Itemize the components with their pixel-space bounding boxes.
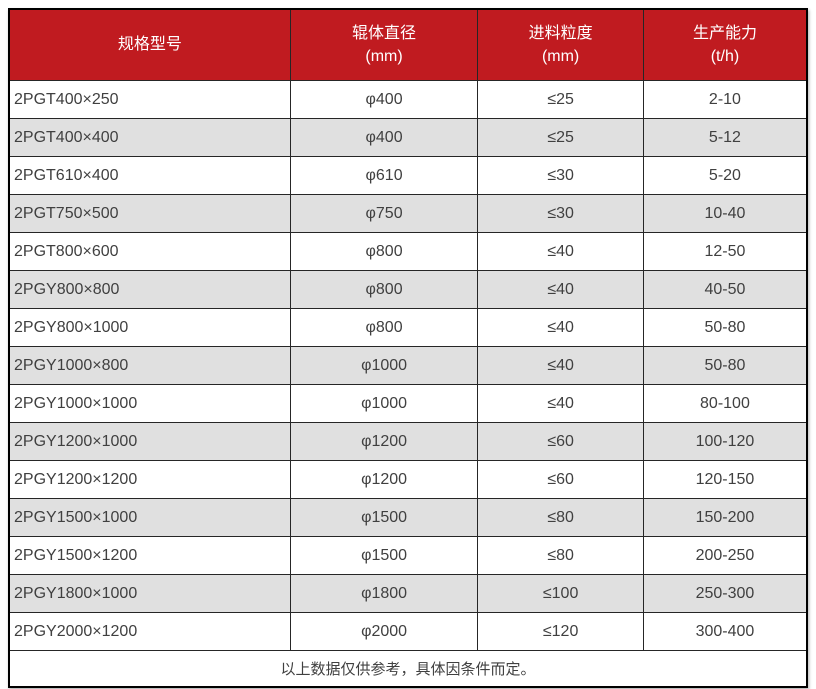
table-row: 2PGY1000×1000 φ1000 ≤40 80-100 <box>8 384 808 423</box>
column-header-feed-size-unit: (mm) <box>541 48 580 65</box>
cell-capacity: 12-50 <box>642 232 808 271</box>
column-header-roller-diameter-label: 辊体直径 <box>352 25 417 42</box>
cell-feed-size: ≤40 <box>477 346 644 385</box>
cell-roller-diameter: φ1000 <box>289 384 479 423</box>
column-header-feed-size: 进料粒度 (mm) <box>477 8 644 81</box>
header-row: 规格型号 辊体直径 (mm) 进料粒度 (mm) 生产能力 (t/h) <box>8 8 808 81</box>
cell-model: 2PGT400×250 <box>8 80 291 119</box>
cell-model: 2PGY2000×1200 <box>8 612 291 651</box>
column-header-feed-size-label: 进料粒度 <box>528 25 593 42</box>
table-footnote: 以上数据仅供参考，具体因条件而定。 <box>8 650 808 688</box>
cell-capacity: 200-250 <box>642 536 808 575</box>
cell-roller-diameter: φ2000 <box>289 612 479 651</box>
table-row: 2PGT750×500 φ750 ≤30 10-40 <box>8 194 808 233</box>
column-header-model: 规格型号 <box>8 8 291 81</box>
cell-model: 2PGY800×1000 <box>8 308 291 347</box>
cell-feed-size: ≤120 <box>477 612 644 651</box>
cell-roller-diameter: φ1000 <box>289 346 479 385</box>
cell-model: 2PGY1200×1000 <box>8 422 291 461</box>
table-row: 2PGY1500×1200 φ1500 ≤80 200-250 <box>8 536 808 575</box>
cell-feed-size: ≤80 <box>477 536 644 575</box>
cell-model: 2PGY1500×1000 <box>8 498 291 537</box>
cell-model: 2PGY1000×800 <box>8 346 291 385</box>
footnote-row: 以上数据仅供参考，具体因条件而定。 <box>8 650 808 688</box>
cell-feed-size: ≤40 <box>477 308 644 347</box>
column-header-roller-diameter: 辊体直径 (mm) <box>289 8 479 81</box>
table-row: 2PGY800×1000 φ800 ≤40 50-80 <box>8 308 808 347</box>
cell-roller-diameter: φ610 <box>289 156 479 195</box>
column-header-capacity-unit: (t/h) <box>710 48 740 65</box>
table-row: 2PGY2000×1200 φ2000 ≤120 300-400 <box>8 612 808 651</box>
cell-capacity: 120-150 <box>642 460 808 499</box>
cell-capacity: 100-120 <box>642 422 808 461</box>
cell-feed-size: ≤80 <box>477 498 644 537</box>
cell-capacity: 250-300 <box>642 574 808 613</box>
cell-feed-size: ≤40 <box>477 270 644 309</box>
cell-feed-size: ≤40 <box>477 232 644 271</box>
cell-feed-size: ≤25 <box>477 118 644 157</box>
table-row: 2PGT610×400 φ610 ≤30 5-20 <box>8 156 808 195</box>
cell-capacity: 300-400 <box>642 612 808 651</box>
column-header-capacity: 生产能力 (t/h) <box>642 8 808 81</box>
cell-roller-diameter: φ1500 <box>289 498 479 537</box>
cell-roller-diameter: φ800 <box>289 232 479 271</box>
table-row: 2PGT400×250 φ400 ≤25 2-10 <box>8 80 808 119</box>
cell-capacity: 5-12 <box>642 118 808 157</box>
cell-capacity: 5-20 <box>642 156 808 195</box>
cell-capacity: 50-80 <box>642 346 808 385</box>
cell-model: 2PGY1200×1200 <box>8 460 291 499</box>
cell-feed-size: ≤30 <box>477 194 644 233</box>
table-row: 2PGY800×800 φ800 ≤40 40-50 <box>8 270 808 309</box>
table-row: 2PGT400×400 φ400 ≤25 5-12 <box>8 118 808 157</box>
table-row: 2PGY1200×1000 φ1200 ≤60 100-120 <box>8 422 808 461</box>
cell-model: 2PGY800×800 <box>8 270 291 309</box>
spec-table: 规格型号 辊体直径 (mm) 进料粒度 (mm) 生产能力 (t/h) 2PGT… <box>8 8 808 688</box>
cell-capacity: 50-80 <box>642 308 808 347</box>
cell-feed-size: ≤100 <box>477 574 644 613</box>
cell-capacity: 2-10 <box>642 80 808 119</box>
table-footer: 以上数据仅供参考，具体因条件而定。 <box>8 650 808 688</box>
cell-model: 2PGY1800×1000 <box>8 574 291 613</box>
cell-roller-diameter: φ800 <box>289 308 479 347</box>
cell-roller-diameter: φ1500 <box>289 536 479 575</box>
column-header-capacity-label: 生产能力 <box>692 25 757 42</box>
cell-roller-diameter: φ1800 <box>289 574 479 613</box>
cell-model: 2PGT750×500 <box>8 194 291 233</box>
cell-roller-diameter: φ800 <box>289 270 479 309</box>
cell-feed-size: ≤40 <box>477 384 644 423</box>
cell-model: 2PGT400×400 <box>8 118 291 157</box>
cell-roller-diameter: φ400 <box>289 80 479 119</box>
cell-capacity: 80-100 <box>642 384 808 423</box>
table-body: 2PGT400×250 φ400 ≤25 2-10 2PGT400×400 φ400 ≤25… <box>8 80 808 651</box>
cell-model: 2PGT610×400 <box>8 156 291 195</box>
cell-model: 2PGY1500×1200 <box>8 536 291 575</box>
cell-roller-diameter: φ1200 <box>289 460 479 499</box>
cell-feed-size: ≤25 <box>477 80 644 119</box>
cell-feed-size: ≤60 <box>477 460 644 499</box>
cell-capacity: 10-40 <box>642 194 808 233</box>
table-row: 2PGY1500×1000 φ1500 ≤80 150-200 <box>8 498 808 537</box>
cell-capacity: 150-200 <box>642 498 808 537</box>
table-row: 2PGT800×600 φ800 ≤40 12-50 <box>8 232 808 271</box>
table-row: 2PGY1200×1200 φ1200 ≤60 120-150 <box>8 460 808 499</box>
cell-feed-size: ≤60 <box>477 422 644 461</box>
column-header-model-label: 规格型号 <box>117 36 182 53</box>
table-row: 2PGY1800×1000 φ1800 ≤100 250-300 <box>8 574 808 613</box>
cell-roller-diameter: φ400 <box>289 118 479 157</box>
cell-model: 2PGY1000×1000 <box>8 384 291 423</box>
table-header: 规格型号 辊体直径 (mm) 进料粒度 (mm) 生产能力 (t/h) <box>8 8 808 81</box>
cell-model: 2PGT800×600 <box>8 232 291 271</box>
table-row: 2PGY1000×800 φ1000 ≤40 50-80 <box>8 346 808 385</box>
cell-capacity: 40-50 <box>642 270 808 309</box>
spec-table-container: 规格型号 辊体直径 (mm) 进料粒度 (mm) 生产能力 (t/h) 2PGT… <box>8 8 808 688</box>
column-header-roller-diameter-unit: (mm) <box>365 48 403 65</box>
cell-roller-diameter: φ1200 <box>289 422 479 461</box>
cell-roller-diameter: φ750 <box>289 194 479 233</box>
cell-feed-size: ≤30 <box>477 156 644 195</box>
